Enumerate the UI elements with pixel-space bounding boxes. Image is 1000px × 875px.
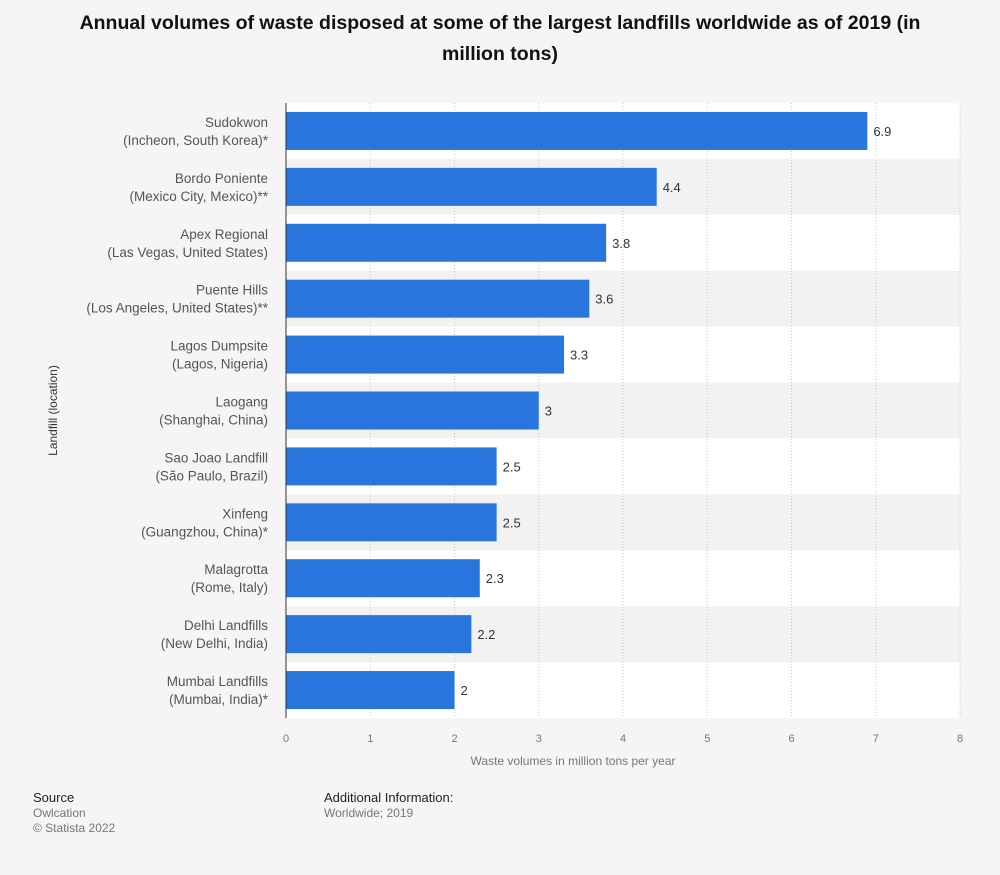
category-label-location: (Incheon, South Korea)*: [123, 133, 269, 148]
bar-value-label: 3: [545, 404, 552, 419]
x-tick-label: 3: [536, 733, 542, 745]
bar[interactable]: [286, 279, 590, 318]
bar[interactable]: [286, 559, 480, 598]
bar-value-label: 2.2: [477, 627, 495, 642]
category-label-name: Bordo Poniente: [175, 171, 268, 186]
category-label-location: (Las Vegas, United States): [107, 245, 268, 260]
category-label-location: (Rome, Italy): [191, 580, 268, 595]
bar[interactable]: [286, 391, 539, 430]
category-label-name: Delhi Landfills: [184, 618, 268, 633]
category-label-location: (New Delhi, India): [161, 636, 268, 651]
category-label-name: Xinfeng: [222, 506, 268, 521]
chart-title: Annual volumes of waste disposed at some…: [79, 12, 921, 65]
bar[interactable]: [286, 223, 607, 262]
source-heading: Source: [33, 790, 75, 805]
category-label-name: Puente Hills: [196, 283, 268, 298]
footer-additional-info: Additional Information: Worldwide; 2019: [324, 790, 453, 821]
category-label-location: (Guangzhou, China)*: [141, 524, 269, 539]
source-line[interactable]: Owlcation: [33, 805, 86, 820]
x-tick-label: 4: [620, 733, 626, 745]
y-axis-label: Landfill (location): [46, 365, 60, 456]
category-label-location: (Mumbai, India)*: [169, 692, 269, 707]
info-line: Worldwide; 2019: [324, 805, 414, 820]
bar-value-label: 3.6: [595, 292, 613, 307]
category-label-location: (Lagos, Nigeria): [172, 357, 268, 372]
category-label-location: (Shanghai, China): [159, 413, 268, 428]
category-label-location: (São Paulo, Brazil): [155, 468, 268, 483]
bar[interactable]: [286, 447, 497, 486]
bar[interactable]: [286, 111, 868, 150]
x-tick-label: 0: [283, 733, 289, 745]
category-label-name: Lagos Dumpsite: [170, 339, 268, 354]
x-tick-label: 8: [957, 733, 963, 745]
bar-value-label: 2.3: [486, 571, 504, 586]
category-label-name: Laogang: [215, 395, 268, 410]
x-tick-label: 5: [704, 733, 710, 745]
category-label-name: Malagrotta: [204, 562, 268, 577]
bar-value-label: 4.4: [663, 180, 681, 195]
category-label-name: Apex Regional: [180, 227, 268, 242]
x-tick-label: 6: [788, 733, 794, 745]
footer-source: Source Owlcation © Statista 2022: [33, 790, 115, 837]
category-label-name: Mumbai Landfills: [167, 674, 269, 689]
x-tick-label: 7: [873, 733, 879, 745]
copyright-line: © Statista 2022: [33, 821, 116, 835]
bar-value-label: 6.9: [873, 124, 891, 139]
bar-value-label: 2: [461, 683, 468, 698]
info-heading: Additional Information:: [324, 790, 454, 805]
bar-value-label: 2.5: [503, 515, 521, 530]
bar[interactable]: [286, 503, 497, 542]
bar-value-label: 2.5: [503, 459, 521, 474]
bar-value-label: 3.8: [612, 236, 630, 251]
bar[interactable]: [286, 167, 657, 206]
bar[interactable]: [286, 335, 565, 374]
bar[interactable]: [286, 615, 472, 654]
x-axis-label: Waste volumes in million tons per year: [471, 754, 676, 768]
x-tick-label: 1: [367, 733, 373, 745]
bar-value-label: 3.3: [570, 348, 588, 363]
category-label-name: Sudokwon: [205, 115, 268, 130]
category-label-name: Sao Joao Landfill: [164, 450, 268, 465]
category-label-location: (Los Angeles, United States)**: [86, 301, 268, 316]
bar[interactable]: [286, 671, 455, 710]
x-tick-label: 2: [451, 733, 457, 745]
category-label-location: (Mexico City, Mexico)**: [129, 189, 268, 204]
